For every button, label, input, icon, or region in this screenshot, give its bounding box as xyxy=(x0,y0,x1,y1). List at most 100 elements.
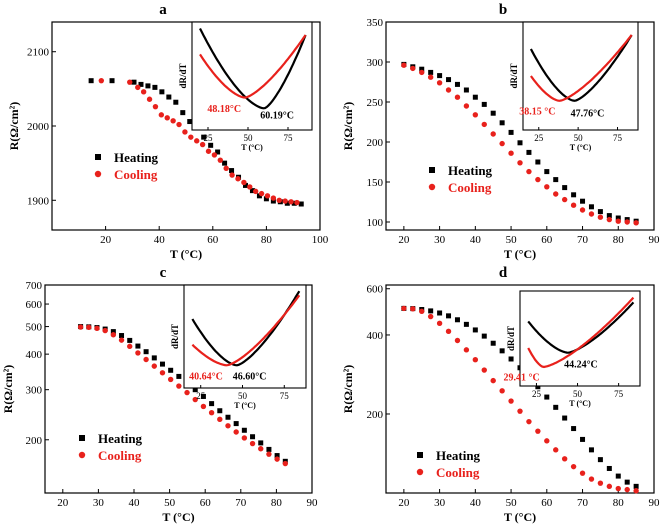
data-point-heating xyxy=(266,446,272,452)
data-point-cooling xyxy=(481,121,487,128)
data-point-heating xyxy=(242,182,248,188)
data-point-heating xyxy=(615,473,621,479)
legend-label: Heating xyxy=(436,448,481,463)
legend-label: Cooling xyxy=(436,465,480,480)
x-axis-label: T (°C) xyxy=(162,510,194,524)
data-point-cooling xyxy=(194,138,200,144)
data-point-cooling xyxy=(170,118,176,124)
data-point-heating xyxy=(419,66,425,72)
y-axis-label: R(Ω/cm²) xyxy=(7,102,21,151)
y-tick-label: 400 xyxy=(26,349,43,361)
inset-cooling-annotation: 29.41 °C xyxy=(503,373,539,384)
data-point-cooling xyxy=(624,486,630,493)
data-point-cooling xyxy=(606,483,613,490)
plot-frame xyxy=(385,284,655,494)
data-point-cooling xyxy=(445,328,452,335)
data-point-cooling xyxy=(140,89,147,95)
y-tick-label: 500 xyxy=(26,322,43,334)
data-point-cooling xyxy=(282,460,288,467)
x-tick-label: 70 xyxy=(577,497,589,509)
data-point-cooling xyxy=(427,74,434,80)
inset-x-tick-label: 25 xyxy=(196,391,206,401)
x-tick-label: 30 xyxy=(434,497,446,509)
panel-label: c xyxy=(160,265,167,281)
x-tick-label: 20 xyxy=(398,497,410,509)
data-point-cooling xyxy=(463,103,470,109)
data-point-heating xyxy=(588,204,594,210)
x-tick-label: 90 xyxy=(307,497,319,509)
data-point-heating xyxy=(152,84,158,90)
x-tick-label: 40 xyxy=(129,497,141,509)
inset-x-tick-label: 75 xyxy=(284,133,294,143)
data-point-cooling xyxy=(266,451,272,457)
data-point-cooling xyxy=(135,350,141,356)
data-point-heating xyxy=(588,447,594,453)
data-point-heating xyxy=(180,110,186,116)
inset-x-label: T (°C) xyxy=(569,399,591,408)
y-tick-label: 600 xyxy=(26,299,43,311)
data-point-heating xyxy=(151,355,157,361)
y-axis-label: R(Ω/cm²) xyxy=(1,365,15,414)
data-point-cooling xyxy=(229,172,235,178)
y-axis-label: R(Ω/cm²) xyxy=(341,365,355,414)
data-point-cooling xyxy=(188,134,194,140)
data-point-heating xyxy=(571,426,577,432)
inset-heating-annotation: 60.19°C xyxy=(260,111,294,122)
inset-x-tick-label: 75 xyxy=(614,389,624,399)
data-point-cooling xyxy=(499,388,505,394)
inset-cooling-curve xyxy=(527,296,635,369)
y-axis-label: R(Ω/cm²) xyxy=(341,102,355,151)
data-point-heating xyxy=(481,333,487,339)
data-point-cooling xyxy=(544,184,550,190)
y-tick-label: 600 xyxy=(367,284,384,296)
x-tick-label: 60 xyxy=(541,234,553,246)
data-point-cooling xyxy=(401,62,407,68)
inset-heating-curve xyxy=(199,27,307,110)
x-tick-label: 100 xyxy=(312,234,329,246)
inset-heating-annotation: 46.60°C xyxy=(233,372,267,383)
data-point-cooling xyxy=(164,115,170,121)
panel-label: a xyxy=(159,2,167,18)
data-point-heating xyxy=(291,200,297,206)
data-point-heating xyxy=(166,94,172,100)
data-point-cooling xyxy=(146,96,153,102)
inset-x-tick-label: 50 xyxy=(244,133,254,143)
data-point-cooling xyxy=(597,214,604,220)
x-tick-label: 80 xyxy=(613,234,625,246)
series-cooling xyxy=(77,324,288,467)
x-tick-label: 80 xyxy=(613,497,625,509)
data-point-cooling xyxy=(143,356,149,363)
x-tick-label: 90 xyxy=(649,234,660,246)
data-point-cooling xyxy=(615,485,621,492)
data-point-cooling xyxy=(258,446,264,452)
data-point-heating xyxy=(535,159,541,165)
x-tick-label: 90 xyxy=(649,497,660,509)
panel-label: b xyxy=(499,2,507,18)
data-point-cooling xyxy=(517,160,523,166)
inset-cooling-curve xyxy=(199,34,307,99)
data-point-cooling xyxy=(472,112,479,118)
data-point-heating xyxy=(544,169,550,175)
x-tick-label: 30 xyxy=(93,497,105,509)
data-point-cooling xyxy=(553,191,559,197)
data-point-heating xyxy=(606,213,612,219)
data-point-heating xyxy=(615,215,621,221)
data-point-heating xyxy=(209,401,215,407)
series-cooling xyxy=(98,77,300,206)
data-point-cooling xyxy=(282,198,288,204)
plot-frame xyxy=(385,21,655,231)
legend-label: Cooling xyxy=(98,448,142,463)
data-point-heating xyxy=(580,436,586,442)
data-point-cooling xyxy=(176,383,182,389)
data-point-cooling xyxy=(167,376,174,383)
x-tick-label: 50 xyxy=(506,234,518,246)
data-point-cooling xyxy=(597,480,604,486)
data-point-cooling xyxy=(490,131,496,137)
inset-y-label: dR/dT xyxy=(506,326,516,351)
x-tick-label: 40 xyxy=(470,234,482,246)
inset-y-label: dR/dT xyxy=(178,63,188,88)
data-point-heating xyxy=(562,185,568,191)
x-tick-label: 60 xyxy=(541,497,553,509)
data-point-cooling xyxy=(294,199,300,206)
